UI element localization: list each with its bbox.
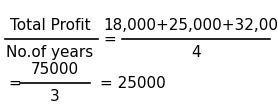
Text: 18,000+25,000+32,000: 18,000+25,000+32,000 — [104, 18, 278, 33]
Text: Total Profit: Total Profit — [10, 18, 90, 33]
Text: = 25000: = 25000 — [100, 75, 166, 90]
Text: 4: 4 — [191, 45, 201, 60]
Text: 3: 3 — [50, 89, 60, 104]
Text: =: = — [104, 32, 116, 47]
Text: 75000: 75000 — [31, 62, 79, 77]
Text: No.of years: No.of years — [6, 45, 94, 60]
Text: =: = — [8, 75, 21, 90]
